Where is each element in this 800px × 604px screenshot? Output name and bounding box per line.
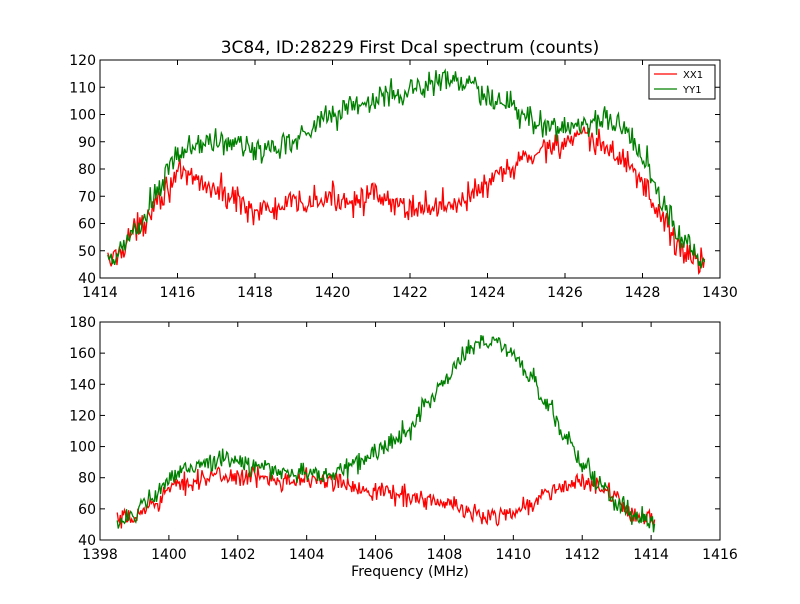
x-tick-label: 1406	[358, 547, 394, 563]
x-tick-label: 1408	[427, 547, 463, 563]
axes-frame	[99, 321, 721, 541]
x-tick-label: 1410	[496, 547, 532, 563]
y-tick-label: 70	[78, 189, 96, 205]
x-tick-label: 1398	[82, 547, 118, 563]
y-tick-label: 180	[69, 315, 96, 331]
x-tick-label: 1418	[237, 285, 273, 301]
x-tick-label: 1422	[392, 285, 428, 301]
legend-label-xx1: XX1	[683, 70, 703, 81]
series-line-xx1	[107, 126, 706, 275]
x-tick-label: 1414	[633, 547, 669, 563]
x-axis-label: Frequency (MHz)	[351, 564, 469, 580]
y-tick-label: 160	[69, 346, 96, 362]
legend-label-yy1: YY1	[682, 85, 702, 96]
chart-title: 3C84, ID:28229 First Dcal spectrum (coun…	[221, 38, 600, 58]
y-tick-label: 40	[78, 271, 96, 287]
series-group	[116, 335, 656, 533]
x-tick-label: 1428	[625, 285, 661, 301]
y-tick-label: 60	[78, 217, 96, 233]
y-tick-label: 120	[69, 408, 96, 424]
x-tick-label: 1404	[289, 547, 325, 563]
y-tick-label: 120	[69, 53, 96, 69]
legend-box	[648, 64, 716, 100]
y-tick-label: 100	[69, 108, 96, 124]
y-tick-label: 140	[69, 377, 96, 393]
y-tick-label: 110	[69, 80, 96, 96]
y-tick-label: 40	[78, 533, 96, 549]
x-tick-label: 1416	[702, 547, 738, 563]
series-line-red	[116, 466, 656, 529]
x-tick-label: 1424	[470, 285, 506, 301]
bottom-subplot: 1398 1400 1402 1404 1406 1408 1410 1412 1414 1416…	[69, 315, 738, 580]
x-tick-label: 1420	[315, 285, 351, 301]
y-tick-label: 80	[78, 162, 96, 178]
x-tick-label: 1416	[160, 285, 196, 301]
x-tick-label: 1412	[564, 547, 600, 563]
series-line-green	[116, 335, 656, 533]
series-line-yy1	[107, 68, 706, 269]
y-tick-label: 60	[78, 502, 96, 518]
series-group	[107, 68, 706, 275]
y-tick-label: 80	[78, 471, 96, 487]
x-tick-label: 1426	[547, 285, 583, 301]
y-tick-label: 100	[69, 440, 96, 456]
x-tick-label: 1402	[220, 547, 256, 563]
x-tick-label: 1400	[151, 547, 187, 563]
y-tick-label: 90	[78, 135, 96, 151]
y-tick-label: 50	[78, 244, 96, 260]
top-subplot: 1414 1416 1418 1420 1422 1424 1426 1428 1430 40 50…	[69, 53, 738, 301]
x-tick-label: 1414	[82, 285, 118, 301]
x-tick-label: 1430	[702, 285, 738, 301]
